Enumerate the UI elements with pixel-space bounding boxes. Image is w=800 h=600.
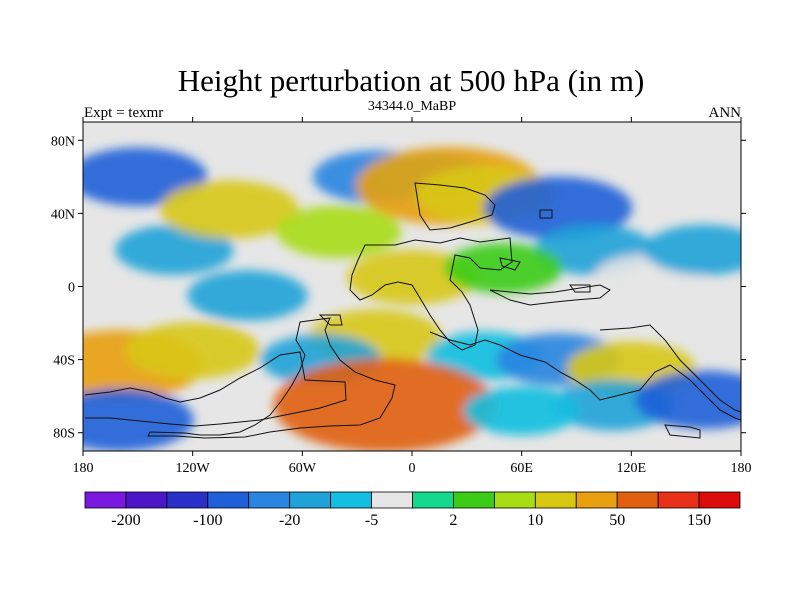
colorbar-box-0 xyxy=(84,491,127,509)
anomaly-blob-1 xyxy=(115,224,234,275)
x-tick-label-6: 180 xyxy=(731,461,752,476)
coastline-eurasia xyxy=(414,182,496,231)
anomaly-blob-26 xyxy=(463,386,580,436)
y-tick-label-1: 40N xyxy=(51,207,75,222)
colorbar-box-7 xyxy=(371,491,413,509)
colorbar-label-5: 10 xyxy=(527,512,543,529)
coastline-africa xyxy=(349,237,513,351)
subtitle-center: 34344.0_MaBP xyxy=(368,99,457,114)
colorbar-label-3: -5 xyxy=(365,512,378,529)
coastline-madagascar xyxy=(499,209,553,271)
colorbar-labels: -200 -100 -20 -5 2 10 50 150 xyxy=(111,512,711,529)
x-tick-label-3: 0 xyxy=(409,461,416,476)
y-tick-label-2: 0 xyxy=(68,281,75,296)
colorbar-label-0: -200 xyxy=(111,512,140,529)
anomaly-blob-2 xyxy=(159,180,299,239)
colorbar-box-2 xyxy=(166,491,209,509)
x-tick-label-5: 120E xyxy=(617,461,647,476)
colorbar-label-6: 50 xyxy=(609,512,625,529)
heatmap-field xyxy=(83,122,741,451)
axis-ticks: 180 120W 60W 0 60E 120E 180 80N 40N 0 40S 80S xyxy=(51,117,752,476)
anomaly-blob-14 xyxy=(644,224,741,276)
subtitle-right: ANN xyxy=(709,105,742,121)
colorbar-box-15 xyxy=(698,491,741,509)
anomaly-blob-11 xyxy=(347,250,477,305)
colorbar-box-11 xyxy=(534,491,577,509)
colorbar-box-13 xyxy=(616,491,659,509)
subtitle-left: Expt = texmr xyxy=(84,105,163,121)
coastline-antarctica-west xyxy=(84,351,347,427)
colorbar-box-3 xyxy=(207,491,250,509)
coastline-australia xyxy=(429,331,741,421)
colorbar-label-4: 2 xyxy=(449,512,457,529)
colorbar xyxy=(84,491,741,509)
x-tick-label-1: 120W xyxy=(176,461,211,476)
colorbar-box-14 xyxy=(657,491,700,509)
coastline-asia-south xyxy=(489,284,611,306)
colorbar-box-12 xyxy=(575,491,618,509)
y-tick-label-3: 40S xyxy=(53,354,75,369)
colorbar-label-1: -100 xyxy=(193,512,222,529)
colorbar-box-9 xyxy=(453,491,495,509)
colorbar-box-1 xyxy=(125,491,168,509)
anomaly-blob-17 xyxy=(125,322,260,379)
anomaly-blob-24 xyxy=(273,358,496,451)
y-tick-label-0: 80N xyxy=(51,134,75,149)
x-tick-label-4: 60E xyxy=(510,461,533,476)
colorbar-box-8 xyxy=(412,491,454,509)
colorbar-box-5 xyxy=(289,491,332,509)
colorbar-box-6 xyxy=(330,491,372,509)
coastline-antarctica-east xyxy=(318,284,741,439)
x-tick-label-2: 60W xyxy=(289,461,317,476)
coastline-south-america xyxy=(147,317,396,439)
coastlines xyxy=(84,182,741,439)
y-tick-label-4: 80S xyxy=(53,427,75,442)
chart-title: Height perturbation at 500 hPa (in m) xyxy=(178,63,645,98)
anomaly-blob-25 xyxy=(83,388,194,451)
colorbar-box-10 xyxy=(493,491,536,509)
colorbar-label-2: -20 xyxy=(279,512,300,529)
anomaly-blob-23 xyxy=(634,370,741,429)
anomaly-blob-9 xyxy=(484,176,633,240)
x-tick-label-0: 180 xyxy=(73,461,94,476)
anomaly-blob-5 xyxy=(187,270,308,321)
colorbar-box-4 xyxy=(248,491,291,509)
colorbar-label-7: 150 xyxy=(687,512,711,529)
